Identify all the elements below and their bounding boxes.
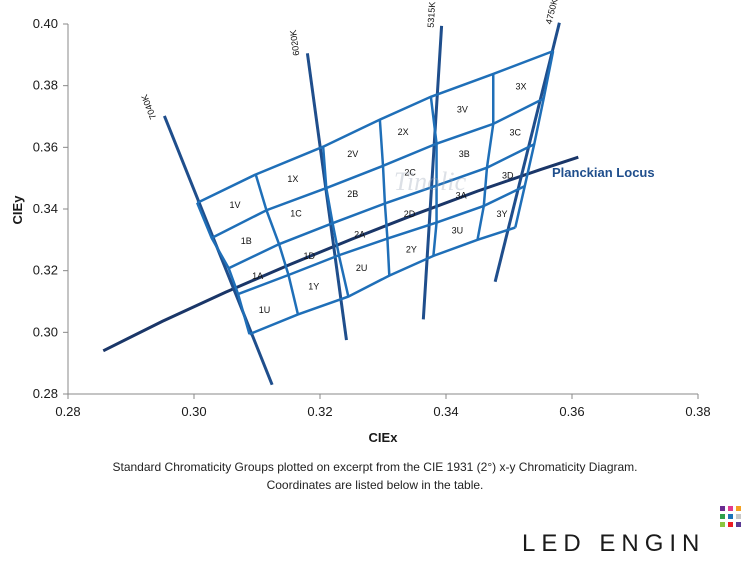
bin-label-2d: 2D [404, 209, 416, 219]
bin-label-3a: 3A [456, 191, 467, 201]
bin-grid-column-line [378, 119, 391, 276]
caption-line-2: Coordinates are listed below in the tabl… [266, 478, 484, 492]
x-axis-title: CIEx [369, 430, 399, 445]
cct-line-4750k [493, 22, 561, 283]
x-tick-label: 0.30 [181, 404, 206, 419]
bin-labels-group: 1V 1X 2V 2X 3V 3X 1B 1C 2B 2C 3B 3C 1A 1D 2A 2D 3A 3D 1U 1Y… [229, 82, 526, 315]
x-tick-label: 0.38 [685, 404, 710, 419]
bin-label-3v: 3V [457, 104, 468, 114]
y-tick-label: 0.36 [33, 139, 58, 154]
y-tick-label: 0.32 [33, 263, 58, 278]
brand-name: LED ENGIN [522, 530, 706, 557]
bin-label-2b: 2B [347, 189, 358, 199]
chromaticity-chart: 0.28 0.30 0.32 0.34 0.36 0.38 0.28 0.30 0.32 0.34… [10, 0, 711, 445]
watermark-text: Tinolic [394, 167, 467, 196]
brand-logo-dot [728, 522, 733, 527]
bin-label-2c: 2C [404, 168, 416, 178]
locus-label: Planckian Locus [552, 165, 655, 180]
bin-label-3d: 3D [502, 171, 514, 181]
x-tick-label: 0.36 [559, 404, 584, 419]
planckian-locus-group [102, 155, 579, 353]
y-tick-label: 0.34 [33, 201, 58, 216]
brand-logo-dot [736, 506, 741, 511]
bin-label-2x: 2X [398, 127, 409, 137]
bin-label-1b: 1B [241, 236, 252, 246]
planckian-locus-line [102, 155, 579, 353]
bin-label-1c: 1C [290, 209, 302, 219]
bin-grid-row-line [196, 49, 554, 204]
y-tick-label: 0.38 [33, 78, 58, 93]
brand-logo-dot [720, 506, 725, 511]
bin-label-3x: 3X [515, 82, 526, 92]
brand-logo-dot [736, 514, 741, 519]
bin-label-3y: 3Y [497, 209, 508, 219]
bin-label-1a: 1A [252, 271, 263, 281]
bin-label-2v: 2V [347, 149, 358, 159]
bin-label-1d: 1D [304, 251, 316, 261]
brand-logo-dot [720, 522, 725, 527]
bin-label-1x: 1X [287, 174, 298, 184]
y-tick-label: 0.28 [33, 386, 58, 401]
bin-label-2u: 2U [356, 263, 368, 273]
bin-label-2y: 2Y [406, 245, 417, 255]
bin-label-1y: 1Y [308, 282, 319, 292]
bin-label-1u: 1U [259, 305, 271, 315]
bin-label-3c: 3C [510, 128, 522, 138]
bin-label-3u: 3U [452, 226, 464, 236]
cct-line-5315k [421, 25, 444, 320]
caption-line-1: Standard Chromaticity Groups plotted on … [112, 460, 638, 474]
cct-label-5315k: 5315K [426, 1, 438, 28]
bin-grid-column-line [321, 146, 350, 297]
bin-grid-group [195, 49, 555, 336]
x-tick-label: 0.28 [55, 404, 80, 419]
axes: 0.28 0.30 0.32 0.34 0.36 0.38 0.28 0.30 0.32 0.34… [33, 16, 711, 419]
brand-logo-dot [720, 514, 725, 519]
brand-logo-dot [728, 514, 733, 519]
cct-label-4750k: 4750K [544, 0, 560, 25]
y-tick-label: 0.30 [33, 324, 58, 339]
bin-grid-column-line [429, 96, 438, 256]
brand-logo-icon [720, 506, 744, 530]
y-axis-title: CIEy [10, 195, 25, 225]
cct-label-7040k: 7040K [139, 93, 158, 121]
bin-grid-column-line [195, 202, 251, 335]
bin-label-1v: 1V [229, 200, 240, 210]
bin-grid-column-line [254, 174, 300, 315]
x-tick-label: 0.34 [433, 404, 458, 419]
bin-label-3b: 3B [459, 149, 470, 159]
bin-grid-column-line [514, 50, 555, 228]
brand-logo-dot [728, 506, 733, 511]
bin-grid-column-line [476, 73, 495, 241]
bin-grid-row-line [237, 185, 526, 296]
x-tick-label: 0.32 [307, 404, 332, 419]
brand-logo-dot [736, 522, 741, 527]
bin-label-2a: 2A [354, 229, 365, 239]
y-tick-label: 0.40 [33, 16, 58, 31]
cct-label-6020k: 6020K [288, 29, 301, 56]
